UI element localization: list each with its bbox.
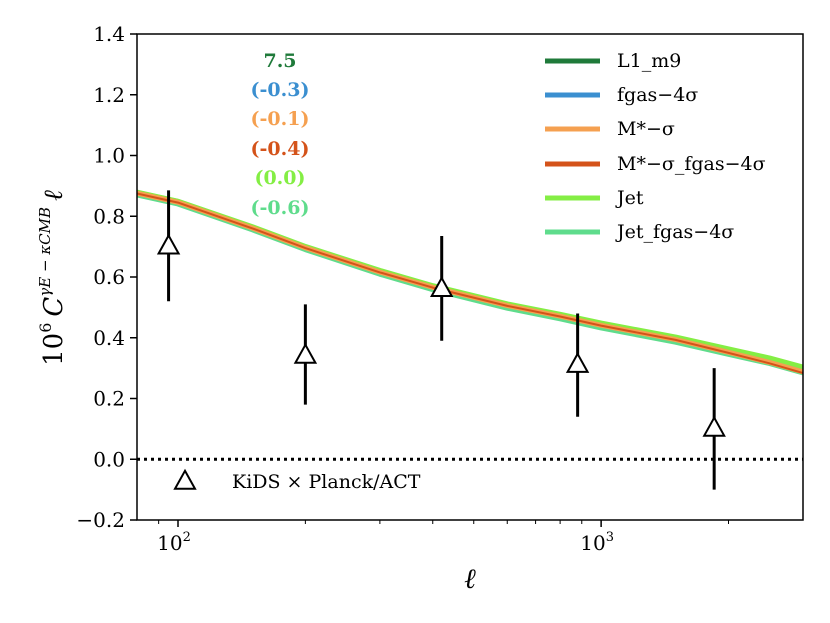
score-annotation-1: 7.5 [263,50,296,72]
legend-label-4: M*−σ_fgas−4σ [617,153,766,175]
x-tick-label: 103 [580,530,614,555]
y-tick-label: 0.8 [93,204,125,228]
x-tick-label: 102 [157,530,191,555]
y-tick-label: −0.2 [76,508,125,532]
legend-label-1: L1_m9 [617,50,681,72]
score-annotation-5: (0.0) [254,167,305,189]
y-tick-label: 1.0 [93,144,125,168]
legend-label-5: Jet [615,187,644,209]
y-ticks: −0.2 0.0 0.2 0.4 0.6 0.8 1.0 1.2 1.4 [76,22,137,532]
y-tick-label: 0.6 [93,265,125,289]
x-ticks: 102 103 [157,520,729,555]
y-tick-label: 1.4 [93,22,125,46]
y-label-sup: γE − κCMB [36,207,54,297]
y-tick-label: 0.4 [93,326,125,350]
legend-label-3: M*−σ [617,118,675,140]
y-label-c: C [39,297,69,317]
y-label-exp: 6 [36,323,55,333]
score-annotation-6: (-0.6) [251,197,310,219]
observations-layer [156,190,726,490]
observation-legend: KiDS × Planck/ACT [173,468,421,493]
observation-point-3 [430,275,454,297]
observation-legend-marker [173,468,197,490]
series-layer [137,189,803,376]
legend-label-2: fgas−4σ [617,84,698,106]
legend: L1_m9 fgas−4σ M*−σ M*−σ_fgas−4σ Jet Jet_fgas−… [545,50,766,243]
observation-point-1 [156,233,181,255]
score-annotations: 7.5 (-0.3) (-0.1) (-0.4) (0.0) (-0.6) [251,50,310,219]
y-tick-label: 0.0 [93,447,125,471]
y-label-suffix: ℓ [39,190,69,201]
observation-point-2 [293,342,318,364]
y-axis-label: 106 CγE − κCMB ℓ [36,190,69,366]
score-annotation-2: (-0.3) [251,79,310,101]
score-annotation-4: (-0.4) [251,138,310,160]
observation-point-5 [702,415,726,437]
series-line-4 [137,192,803,374]
y-tick-label: 1.2 [93,83,125,107]
y-label-prefix: 10 [39,333,69,366]
score-annotation-3: (-0.1) [251,108,310,130]
observation-legend-label: KiDS × Planck/ACT [232,471,421,493]
observation-point-4 [565,351,590,373]
y-tick-label: 0.2 [93,387,125,411]
x-axis-label: ℓ [464,562,476,595]
legend-label-6: Jet_fgas−4σ [615,221,734,243]
